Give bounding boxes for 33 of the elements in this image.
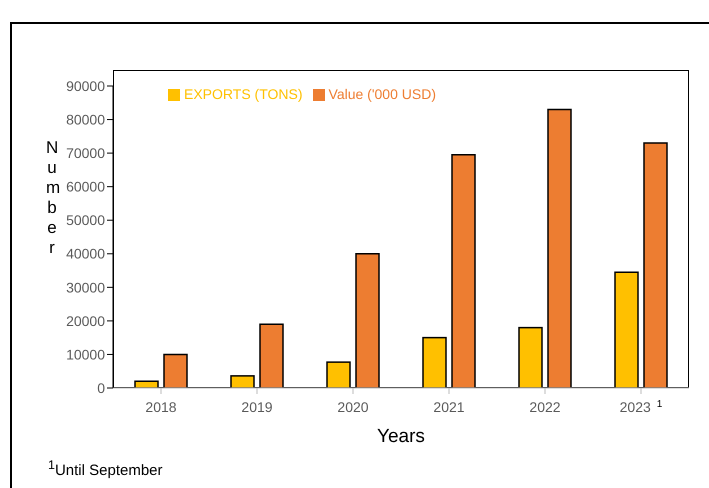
bar — [163, 354, 188, 388]
bar — [259, 323, 284, 388]
x-tick-label: 2021 — [433, 399, 465, 415]
y-tick-label: 0 — [97, 380, 106, 396]
y-tick-label: 70000 — [66, 145, 106, 162]
bar — [643, 142, 668, 388]
bar — [547, 108, 572, 388]
bar — [518, 326, 543, 388]
x-tick-label: 2020 — [337, 399, 369, 415]
x-tick-label: 2018 — [145, 399, 177, 415]
bar — [451, 154, 476, 388]
bar — [422, 336, 447, 388]
y-tick-label: 90000 — [66, 78, 106, 94]
y-tick-label: 80000 — [66, 112, 106, 128]
x-tick-label: 2023$^{1}$ — [620, 398, 663, 415]
bar — [614, 271, 639, 388]
text: $^{1}$Until September — [48, 458, 163, 479]
y-tick-label: 40000 — [66, 246, 106, 262]
y-tick-label: 50000 — [66, 212, 106, 228]
bar — [230, 375, 255, 388]
legend-label: EXPORTS (TONS) — [184, 86, 303, 102]
x-tick-label: 2019 — [241, 399, 273, 415]
y-tick-label: 60000 — [66, 178, 106, 195]
y-tick-label: 30000 — [66, 279, 106, 296]
x-tick-label: 2022 — [529, 399, 561, 415]
legend-label: Value ('000 USD) — [328, 86, 436, 102]
bar — [326, 361, 351, 388]
y-tick-label: 10000 — [66, 346, 106, 362]
y-axis-title: Number — [46, 138, 60, 258]
y-tick-label: 20000 — [66, 312, 106, 329]
bar — [134, 380, 159, 388]
bar — [355, 253, 380, 388]
x-axis-title: Years — [376, 426, 426, 448]
